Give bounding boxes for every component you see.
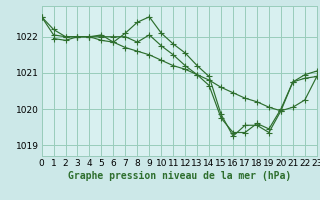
X-axis label: Graphe pression niveau de la mer (hPa): Graphe pression niveau de la mer (hPa) (68, 171, 291, 181)
